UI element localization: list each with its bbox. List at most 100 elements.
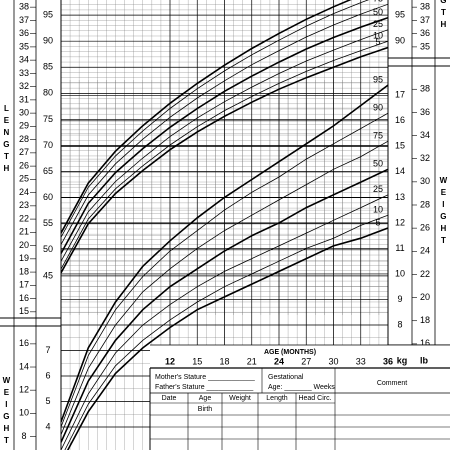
percentile-label: 10 xyxy=(373,205,383,215)
percentile-curve xyxy=(61,29,388,262)
length-side-label-right: LENGTH xyxy=(439,0,448,32)
column-header: Date xyxy=(162,395,177,402)
y2-tick-label-right: 28 xyxy=(420,199,430,209)
y-tick-label: 50 xyxy=(43,244,53,254)
percentile-label: 5 xyxy=(375,217,380,227)
percentile-curve xyxy=(61,46,388,274)
y2-tick-label: 35 xyxy=(19,41,29,51)
y-tick-label: 13 xyxy=(395,192,405,202)
y2-tick-label-right: 38 xyxy=(420,2,430,12)
percentile-curve xyxy=(61,112,388,428)
x-tick-label: 24 xyxy=(274,356,284,366)
percentile-label: 50 xyxy=(373,7,383,17)
y-tick-label: 11 xyxy=(395,243,404,253)
percentile-label: 95 xyxy=(373,74,383,84)
y2-tick-label: 21 xyxy=(19,227,29,237)
y-tick-label: 16 xyxy=(395,115,405,125)
percentile-curve xyxy=(61,0,370,238)
y2-tick-label: 17 xyxy=(19,280,29,290)
y-tick-label: 4 xyxy=(45,421,50,431)
y-tick-label: 9 xyxy=(397,294,402,304)
fathers-stature: Father's Stature ____________ xyxy=(155,384,253,391)
x-tick-label: 15 xyxy=(192,356,202,366)
percentile-curve xyxy=(61,40,388,270)
percentile-label: 75 xyxy=(373,0,383,4)
y2-tick-label: 15 xyxy=(19,306,29,316)
percentile-curve xyxy=(61,84,388,423)
y-tick-label: 17 xyxy=(395,90,405,100)
y2-tick-label: 23 xyxy=(19,200,29,210)
y2-tick-label: 38 xyxy=(19,2,29,12)
percentile-curve xyxy=(64,214,388,450)
percentile-label: 10 xyxy=(373,31,383,41)
y2-tick-label: 34 xyxy=(19,55,29,65)
weight-side-label: WEIGHT xyxy=(2,376,11,448)
y2-tick-label: 24 xyxy=(19,187,29,197)
record-table: Mother's Stature ____________ Father's S… xyxy=(149,344,450,450)
x-tick-label: 33 xyxy=(356,356,366,366)
y-tick-label: 65 xyxy=(43,166,53,176)
percentile-label: 50 xyxy=(373,159,383,169)
y2-tick-label-right: 34 xyxy=(420,130,430,140)
y2-tick-label: 29 xyxy=(19,121,29,131)
x-tick-label: 27 xyxy=(301,356,311,366)
y2-tick-label: 16 xyxy=(19,338,29,348)
y2-tick-label-right: 30 xyxy=(420,176,430,186)
y2-tick-label: 25 xyxy=(19,174,29,184)
percentile-curve xyxy=(61,168,388,443)
y2-tick-label: 36 xyxy=(19,28,29,38)
unit-lb: lb xyxy=(420,355,429,365)
column-header: Head Circ. xyxy=(298,395,331,402)
y2-tick-label: 26 xyxy=(19,160,29,170)
gestational-age: Age: _______ Weeks xyxy=(268,384,335,391)
y-tick-label: 8 xyxy=(397,319,402,329)
x-tick-label: 30 xyxy=(328,356,338,366)
x-tick-label: 12 xyxy=(165,356,175,366)
y-tick-label: 90 xyxy=(43,36,53,46)
y2-tick-label-right: 35 xyxy=(420,41,430,51)
column-header: Age xyxy=(199,395,212,402)
y-tick-label: 45 xyxy=(43,270,53,280)
x-tick-label: 36 xyxy=(383,356,393,366)
y2-tick-label-right: 32 xyxy=(420,153,430,163)
y2-tick-label: 32 xyxy=(19,81,29,91)
y-tick-label-right: 90 xyxy=(395,36,405,46)
y2-tick-label: 31 xyxy=(19,94,29,104)
percentile-curve xyxy=(61,194,388,450)
y2-tick-label-right: 37 xyxy=(420,15,430,25)
y2-tick-label-right: 36 xyxy=(420,107,430,117)
y2-tick-label-right: 18 xyxy=(420,315,430,325)
y-tick-label: 7 xyxy=(45,345,50,355)
y2-tick-label-right: 16 xyxy=(420,338,430,348)
column-header: Length xyxy=(266,395,288,402)
percentile-label: 5 xyxy=(375,37,380,47)
percentile-label: 90 xyxy=(373,103,383,113)
percentile-label: 25 xyxy=(373,184,383,194)
y-tick-label: 80 xyxy=(43,88,53,98)
y-tick-label: 95 xyxy=(43,9,53,19)
x-axis-title: AGE (MONTHS) xyxy=(264,349,316,356)
x-tick-label: 21 xyxy=(247,356,257,366)
y2-tick-label: 14 xyxy=(19,361,29,371)
y2-tick-label: 8 xyxy=(21,431,26,441)
y-tick-label: 15 xyxy=(395,141,405,151)
unit-kg: kg xyxy=(397,355,408,365)
y2-tick-label-right: 26 xyxy=(420,223,430,233)
y2-tick-label: 20 xyxy=(19,240,29,250)
y-tick-label: 14 xyxy=(395,166,405,176)
y2-tick-label: 10 xyxy=(19,408,29,418)
y2-tick-label-right: 20 xyxy=(420,292,430,302)
percentile-curve xyxy=(61,16,388,254)
length-side-label: LENGTH xyxy=(2,104,11,176)
y2-tick-label: 19 xyxy=(19,253,29,263)
comment-header: Comment xyxy=(377,380,407,387)
y2-tick-label: 16 xyxy=(19,293,29,303)
y2-tick-label-right: 22 xyxy=(420,269,430,279)
y-tick-label: 75 xyxy=(43,114,53,124)
y2-tick-label: 37 xyxy=(19,15,29,25)
y-tick-label: 10 xyxy=(395,268,405,278)
x-tick-label: 18 xyxy=(219,356,229,366)
y-tick-label: 55 xyxy=(43,218,53,228)
y2-tick-label: 12 xyxy=(19,385,29,395)
